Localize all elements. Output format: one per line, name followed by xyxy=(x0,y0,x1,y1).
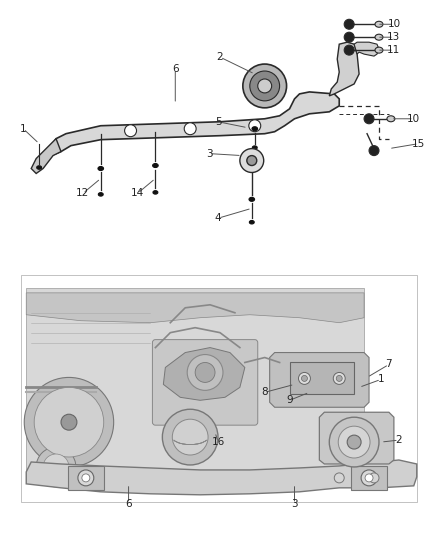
Text: 3: 3 xyxy=(291,499,298,509)
Ellipse shape xyxy=(387,116,395,122)
Circle shape xyxy=(247,156,257,166)
Text: 2: 2 xyxy=(217,52,223,62)
Bar xyxy=(21,275,417,502)
Ellipse shape xyxy=(375,21,383,27)
Circle shape xyxy=(344,19,354,29)
Ellipse shape xyxy=(252,127,258,131)
Text: 3: 3 xyxy=(206,149,212,159)
Ellipse shape xyxy=(249,221,254,224)
Text: 5: 5 xyxy=(215,117,221,127)
Circle shape xyxy=(347,435,361,449)
Circle shape xyxy=(240,149,264,173)
Polygon shape xyxy=(31,139,61,173)
Ellipse shape xyxy=(98,166,103,171)
Text: 6: 6 xyxy=(125,499,132,509)
Text: 12: 12 xyxy=(76,188,89,198)
Text: 11: 11 xyxy=(387,45,400,55)
Bar xyxy=(351,466,387,490)
Circle shape xyxy=(361,470,377,486)
Bar xyxy=(26,288,364,482)
Ellipse shape xyxy=(153,191,158,194)
Text: 16: 16 xyxy=(212,437,225,447)
Polygon shape xyxy=(319,412,394,464)
Circle shape xyxy=(364,114,374,124)
Ellipse shape xyxy=(152,164,158,167)
Circle shape xyxy=(369,146,379,156)
Circle shape xyxy=(334,473,344,483)
Circle shape xyxy=(369,473,379,483)
Circle shape xyxy=(24,377,114,467)
Text: 1: 1 xyxy=(378,374,384,384)
Circle shape xyxy=(82,474,90,482)
Circle shape xyxy=(43,454,69,480)
Polygon shape xyxy=(26,293,364,322)
Circle shape xyxy=(338,426,370,458)
Text: 13: 13 xyxy=(387,32,400,42)
Text: 10: 10 xyxy=(387,19,400,29)
Ellipse shape xyxy=(375,47,383,53)
Polygon shape xyxy=(163,348,245,400)
Circle shape xyxy=(329,417,379,467)
Bar xyxy=(290,362,354,394)
Polygon shape xyxy=(26,460,417,495)
Circle shape xyxy=(195,362,215,382)
Text: 10: 10 xyxy=(407,114,420,124)
Ellipse shape xyxy=(98,192,103,196)
Text: 9: 9 xyxy=(286,395,293,405)
Circle shape xyxy=(336,375,342,382)
Circle shape xyxy=(333,373,345,384)
Circle shape xyxy=(249,120,261,132)
Circle shape xyxy=(344,32,354,42)
Circle shape xyxy=(187,354,223,390)
Circle shape xyxy=(78,470,94,486)
Circle shape xyxy=(124,125,137,136)
Circle shape xyxy=(61,414,77,430)
Text: 7: 7 xyxy=(385,359,392,369)
Circle shape xyxy=(172,419,208,455)
Circle shape xyxy=(36,447,76,487)
Circle shape xyxy=(184,123,196,135)
Circle shape xyxy=(243,64,286,108)
Ellipse shape xyxy=(252,146,257,149)
Text: 2: 2 xyxy=(396,435,402,445)
FancyBboxPatch shape xyxy=(152,340,258,425)
Bar xyxy=(68,466,104,490)
Circle shape xyxy=(258,79,272,93)
Circle shape xyxy=(250,71,279,101)
Text: 1: 1 xyxy=(20,124,27,134)
Polygon shape xyxy=(329,42,359,96)
Text: 15: 15 xyxy=(412,139,425,149)
Circle shape xyxy=(162,409,218,465)
Text: 8: 8 xyxy=(261,387,268,397)
Circle shape xyxy=(301,375,307,382)
Text: 4: 4 xyxy=(215,213,221,223)
Polygon shape xyxy=(49,92,339,156)
Polygon shape xyxy=(270,352,369,407)
Ellipse shape xyxy=(249,197,254,201)
Ellipse shape xyxy=(37,166,42,169)
Polygon shape xyxy=(354,42,379,56)
Circle shape xyxy=(365,474,373,482)
Text: 14: 14 xyxy=(131,188,144,198)
Circle shape xyxy=(34,387,104,457)
Circle shape xyxy=(298,373,311,384)
Circle shape xyxy=(344,45,354,55)
Text: 6: 6 xyxy=(172,64,179,74)
Ellipse shape xyxy=(375,34,383,40)
